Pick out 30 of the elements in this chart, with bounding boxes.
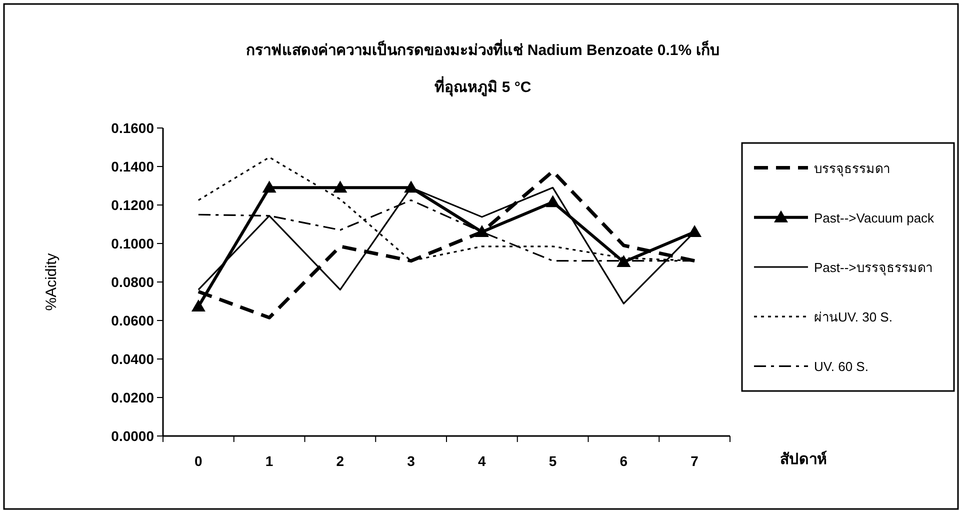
legend-label: UV. 60 S. bbox=[814, 359, 868, 374]
point bbox=[191, 299, 206, 312]
x-tick-label: 5 bbox=[548, 453, 557, 469]
y-tick-label: 0.1600 bbox=[111, 120, 154, 136]
y-tick-label: 0.1200 bbox=[111, 197, 154, 213]
x-tick-label: 2 bbox=[336, 453, 344, 469]
legend-label: ผ่านUV. 30 S. bbox=[814, 310, 892, 325]
point bbox=[333, 180, 348, 193]
y-tick-label: 0.0400 bbox=[111, 351, 154, 367]
point bbox=[262, 180, 276, 193]
x-tick-label: 1 bbox=[265, 453, 274, 469]
legend-label: Past-->Vacuum pack bbox=[814, 210, 935, 226]
chart-subtitle: ที่อุณหภูมิ 5 °C bbox=[434, 76, 532, 97]
x-tick-label: 3 bbox=[407, 453, 416, 469]
chart-title: กราฟแสดงค่าความเป็นกรดของมะม่วงที่แช่ Nadium Benzoate 0.1% เก็บ bbox=[246, 39, 720, 59]
legend-label: Past-->บรรจุธรรมดา bbox=[814, 260, 932, 276]
y-tick-label: 0.0200 bbox=[111, 390, 154, 406]
point bbox=[546, 195, 560, 208]
y-axis-title: %Acidity bbox=[43, 252, 60, 311]
x-tick-label: 0 bbox=[194, 453, 203, 469]
y-tick-label: 0.0800 bbox=[111, 274, 154, 290]
x-axis-title: สัปดาห์ bbox=[780, 450, 827, 468]
y-tick-label: 0.0000 bbox=[111, 428, 154, 444]
y-tick-label: 0.0600 bbox=[111, 312, 154, 328]
x-tick-label: 6 bbox=[620, 453, 628, 469]
y-tick-label: 0.1000 bbox=[111, 236, 154, 252]
x-tick-label: 4 bbox=[478, 453, 486, 469]
y-tick-label: 0.1400 bbox=[111, 158, 154, 174]
legend-label: บรรจุธรรมดา bbox=[814, 160, 890, 177]
x-tick-label: 7 bbox=[690, 453, 699, 469]
